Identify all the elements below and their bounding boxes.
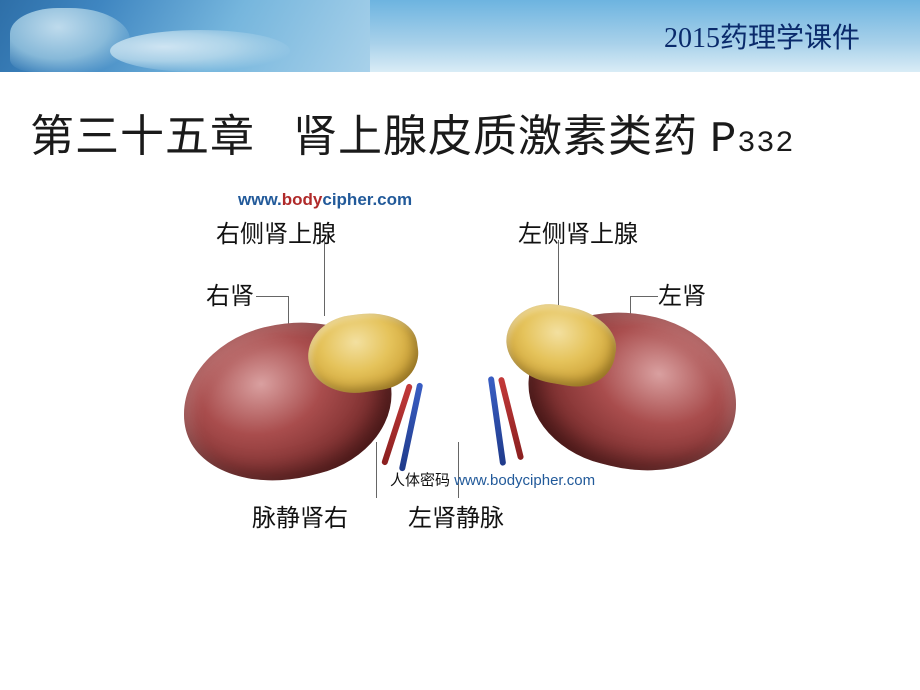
course-label: 2015药理学课件 (664, 16, 860, 56)
source-url-top: www.bodycipher.com (238, 190, 412, 210)
mid-caption: 人体密码 www.bodycipher.com (390, 469, 595, 490)
label-right-kidney: 右肾 (206, 276, 254, 311)
lead-right-adrenal (324, 240, 325, 316)
mid-caption-url: www.bodycipher.com (454, 472, 595, 489)
mid-caption-text: 人体密码 (390, 472, 450, 489)
gloved-hands (110, 30, 290, 72)
label-left-vein: 左肾静脉 (408, 498, 504, 533)
lead-right-vein (376, 442, 377, 498)
surgeon-silhouette (10, 8, 130, 72)
lead-left-kidney-h (630, 296, 658, 297)
lead-left-adrenal (558, 240, 559, 310)
label-left-kidney: 左肾 (658, 276, 706, 311)
surgery-photo-bg (0, 0, 370, 72)
lead-right-kidney-h (256, 296, 288, 297)
page-number: 332 (737, 127, 794, 161)
label-right-adrenal: 右侧肾上腺 (216, 214, 336, 249)
label-left-adrenal: 左侧肾上腺 (518, 214, 638, 249)
chapter-title: 第三十五章肾上腺皮质激素类药 P332 (30, 100, 794, 165)
label-right-vein: 脉静肾右 (252, 498, 348, 533)
adrenal-kidney-diagram: www.bodycipher.com 右侧肾上腺 左侧肾上腺 右肾 左肾 脉静肾… (158, 184, 762, 534)
chapter-number: 第三十五章 (30, 112, 255, 161)
header-banner: 2015药理学课件 (0, 0, 920, 72)
chapter-subject: 肾上腺皮质激素类药 (293, 112, 698, 161)
page-prefix: P (710, 115, 737, 165)
